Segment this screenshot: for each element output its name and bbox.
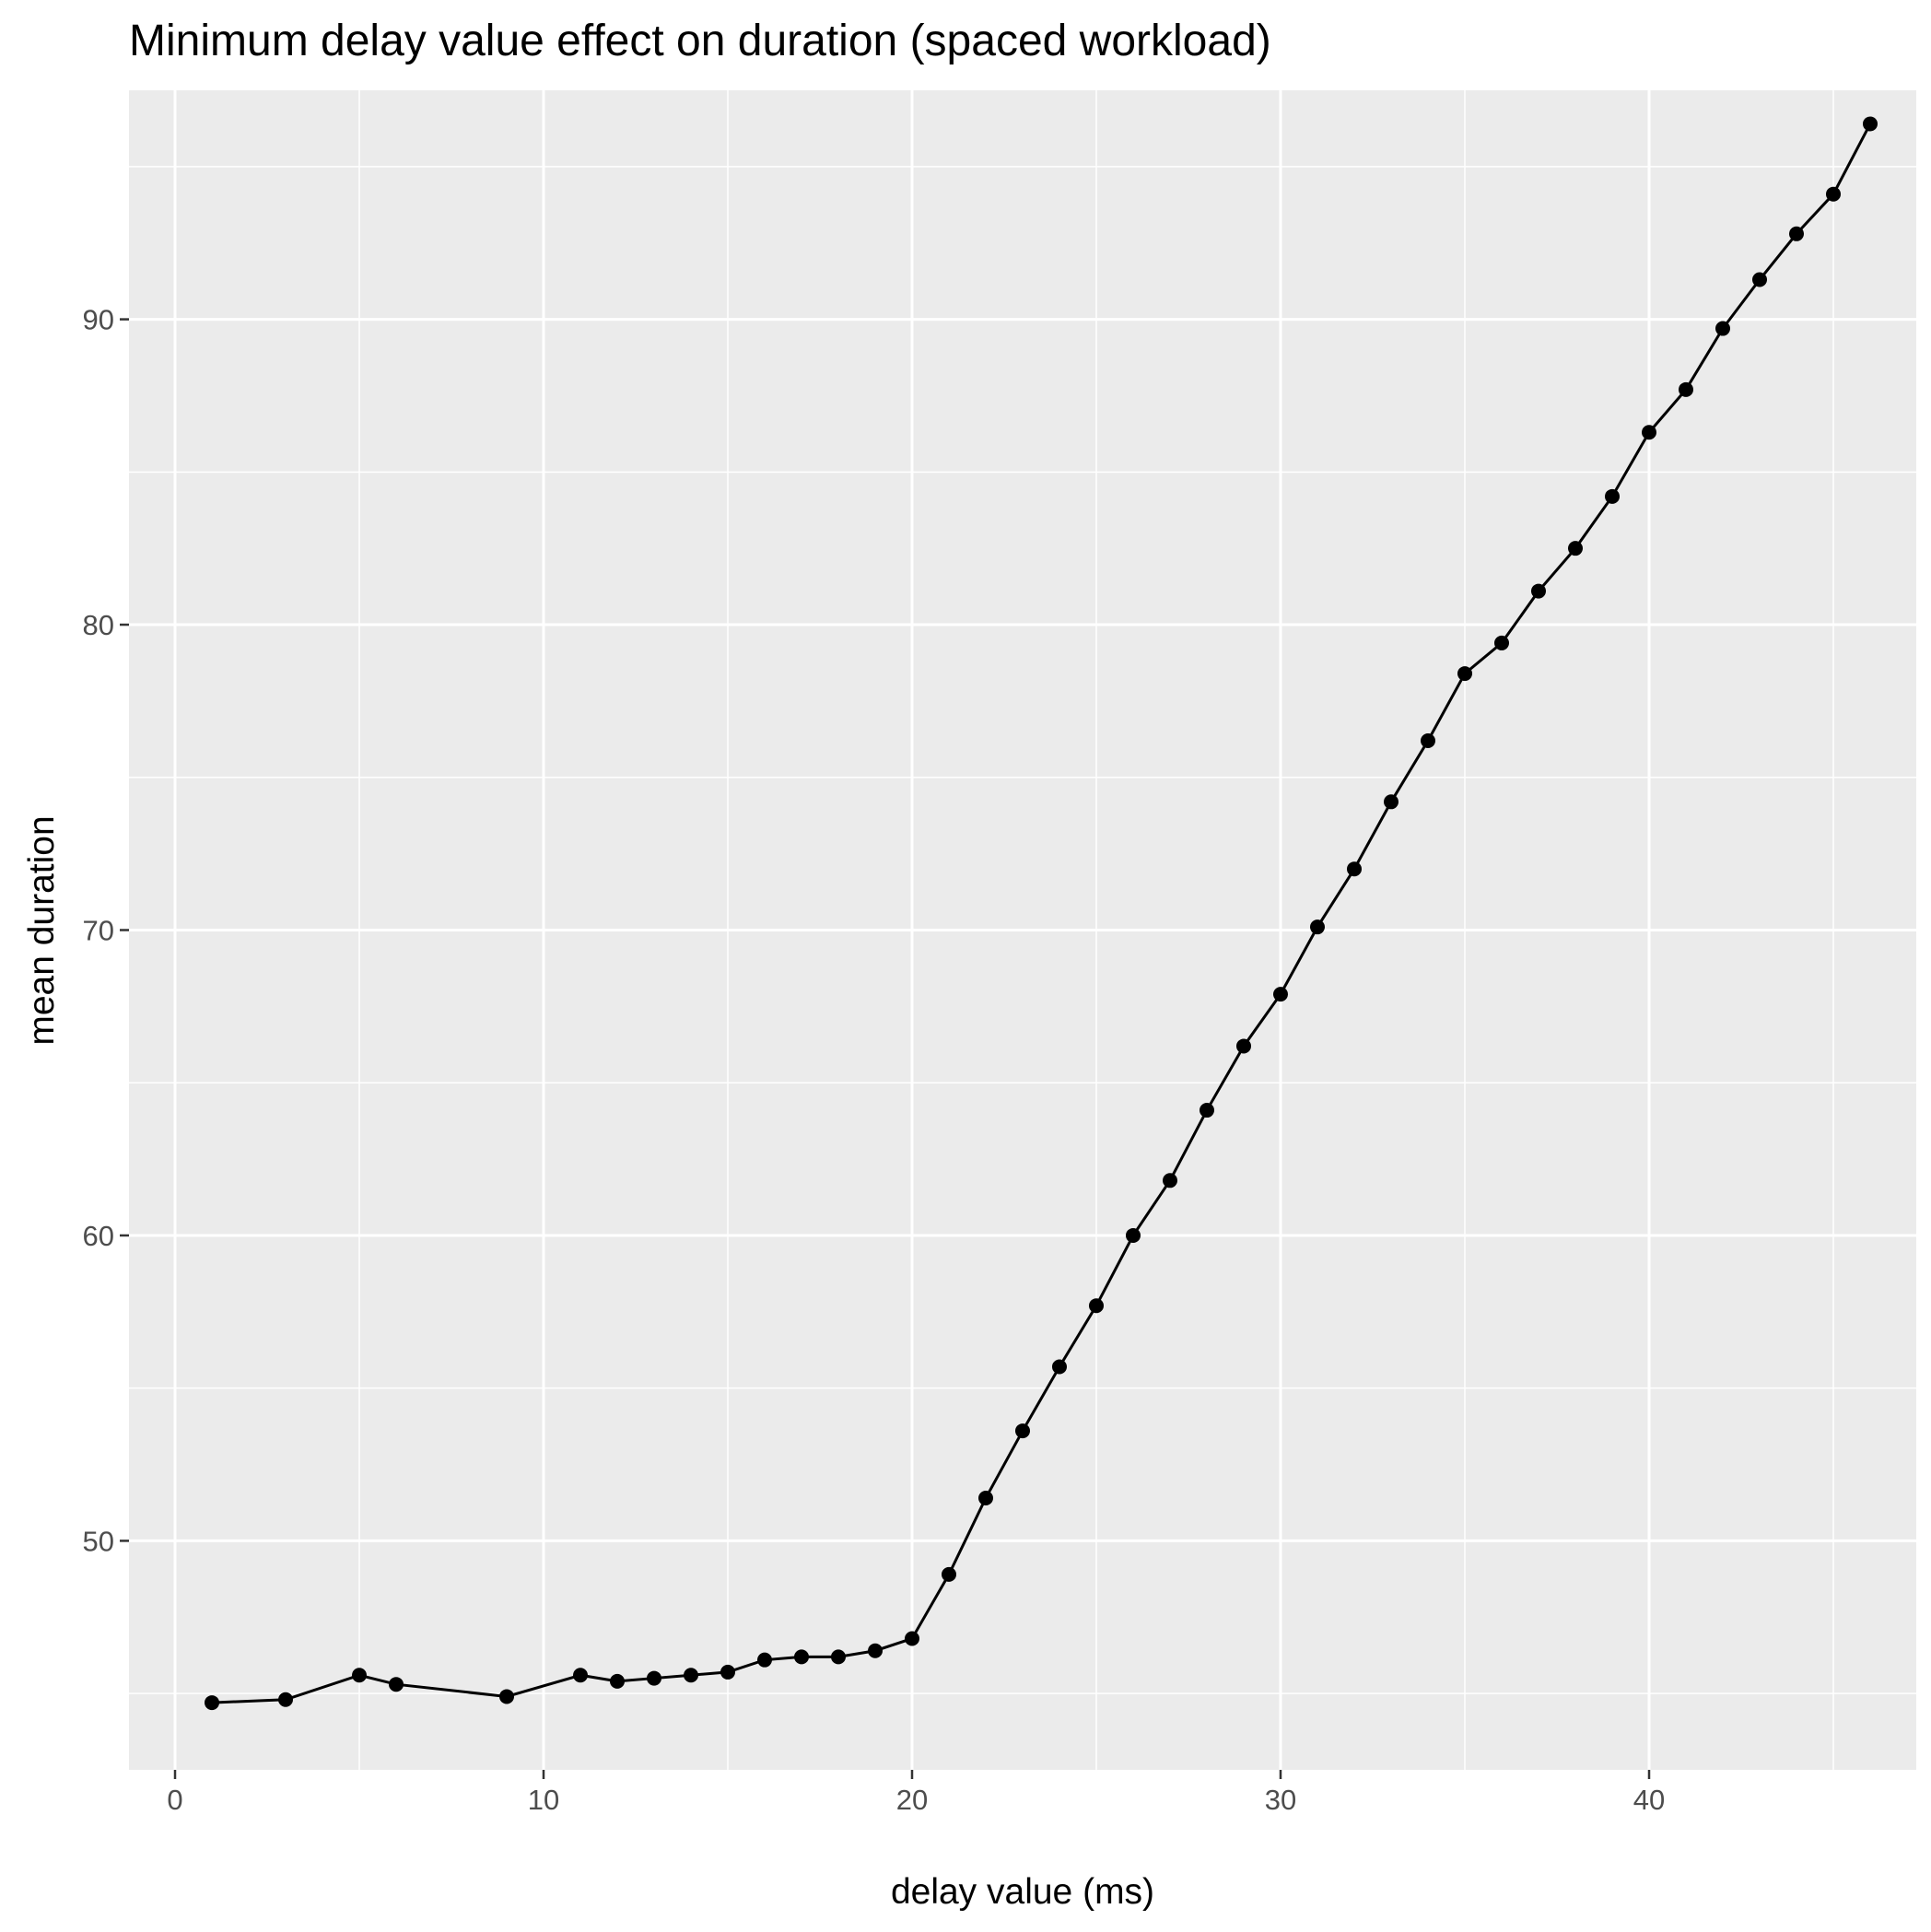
- y-tick-label: 80: [83, 609, 114, 641]
- data-point: [205, 1695, 219, 1711]
- data-point: [1715, 321, 1730, 336]
- data-point: [720, 1664, 735, 1680]
- data-point: [1015, 1423, 1030, 1439]
- data-point: [1752, 272, 1767, 287]
- data-point: [1200, 1103, 1214, 1118]
- data-point: [1310, 919, 1325, 935]
- data-point: [1863, 116, 1878, 132]
- data-point: [978, 1491, 993, 1506]
- data-point: [1273, 987, 1288, 1002]
- data-point: [573, 1668, 588, 1683]
- data-point: [1163, 1173, 1177, 1188]
- data-point: [1494, 635, 1509, 650]
- data-point: [278, 1692, 293, 1707]
- data-point: [1347, 861, 1362, 877]
- y-axis-ticks: 50 60 70 80 90: [83, 304, 129, 1557]
- y-tick-label: 90: [83, 304, 114, 336]
- y-tick-label: 50: [83, 1525, 114, 1557]
- data-points: [205, 116, 1878, 1711]
- data-point: [1421, 732, 1435, 748]
- x-axis-ticks: 0 10 20 30 40: [167, 1770, 1665, 1816]
- data-point: [1826, 186, 1841, 202]
- data-point: [1126, 1227, 1141, 1243]
- x-tick-label: 20: [896, 1784, 928, 1816]
- data-point: [1236, 1038, 1251, 1054]
- data-point: [610, 1673, 625, 1689]
- major-gridlines: [129, 90, 1916, 1770]
- data-point: [389, 1677, 404, 1692]
- data-point: [757, 1652, 772, 1668]
- data-point: [942, 1566, 956, 1582]
- data-point: [499, 1689, 514, 1704]
- x-tick-label: 0: [167, 1784, 182, 1816]
- data-point: [647, 1670, 661, 1686]
- y-tick-label: 60: [83, 1220, 114, 1252]
- y-axis-label: mean duration: [22, 815, 62, 1045]
- data-point: [1605, 488, 1620, 504]
- x-tick-label: 40: [1633, 1784, 1665, 1816]
- data-point: [1642, 425, 1656, 440]
- data-point: [1089, 1298, 1104, 1314]
- data-point: [868, 1643, 883, 1658]
- data-point: [1531, 583, 1546, 599]
- data-point: [1679, 381, 1693, 397]
- data-point: [1384, 794, 1399, 810]
- x-tick-label: 30: [1265, 1784, 1296, 1816]
- data-point: [1789, 226, 1804, 241]
- chart-title: Minimum delay value effect on duration (…: [129, 17, 1271, 65]
- data-point: [905, 1631, 919, 1646]
- data-point: [1052, 1359, 1067, 1375]
- data-point: [831, 1649, 846, 1665]
- x-axis-label: delay value (ms): [891, 1872, 1154, 1912]
- data-point: [794, 1649, 809, 1665]
- y-tick-label: 70: [83, 915, 114, 947]
- data-point: [352, 1668, 367, 1683]
- data-point: [684, 1668, 698, 1683]
- data-point: [1568, 541, 1583, 556]
- data-point: [1457, 666, 1472, 682]
- x-tick-label: 10: [528, 1784, 559, 1816]
